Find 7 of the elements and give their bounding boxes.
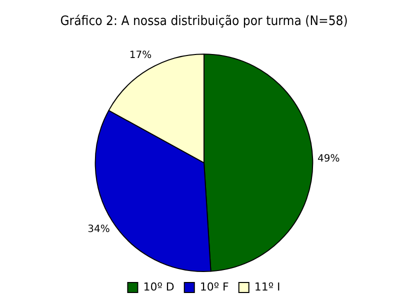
chart-title: Gráfico 2: A nossa distribuição por turma (N=58) — [60, 12, 348, 28]
data-label: 17% — [129, 50, 152, 62]
legend-label: 11º I — [254, 280, 280, 294]
data-label: 49% — [318, 153, 340, 164]
legend-label: 10º F — [200, 280, 229, 294]
data-label: 34% — [88, 224, 110, 236]
legend-label: 10º D — [143, 280, 174, 294]
